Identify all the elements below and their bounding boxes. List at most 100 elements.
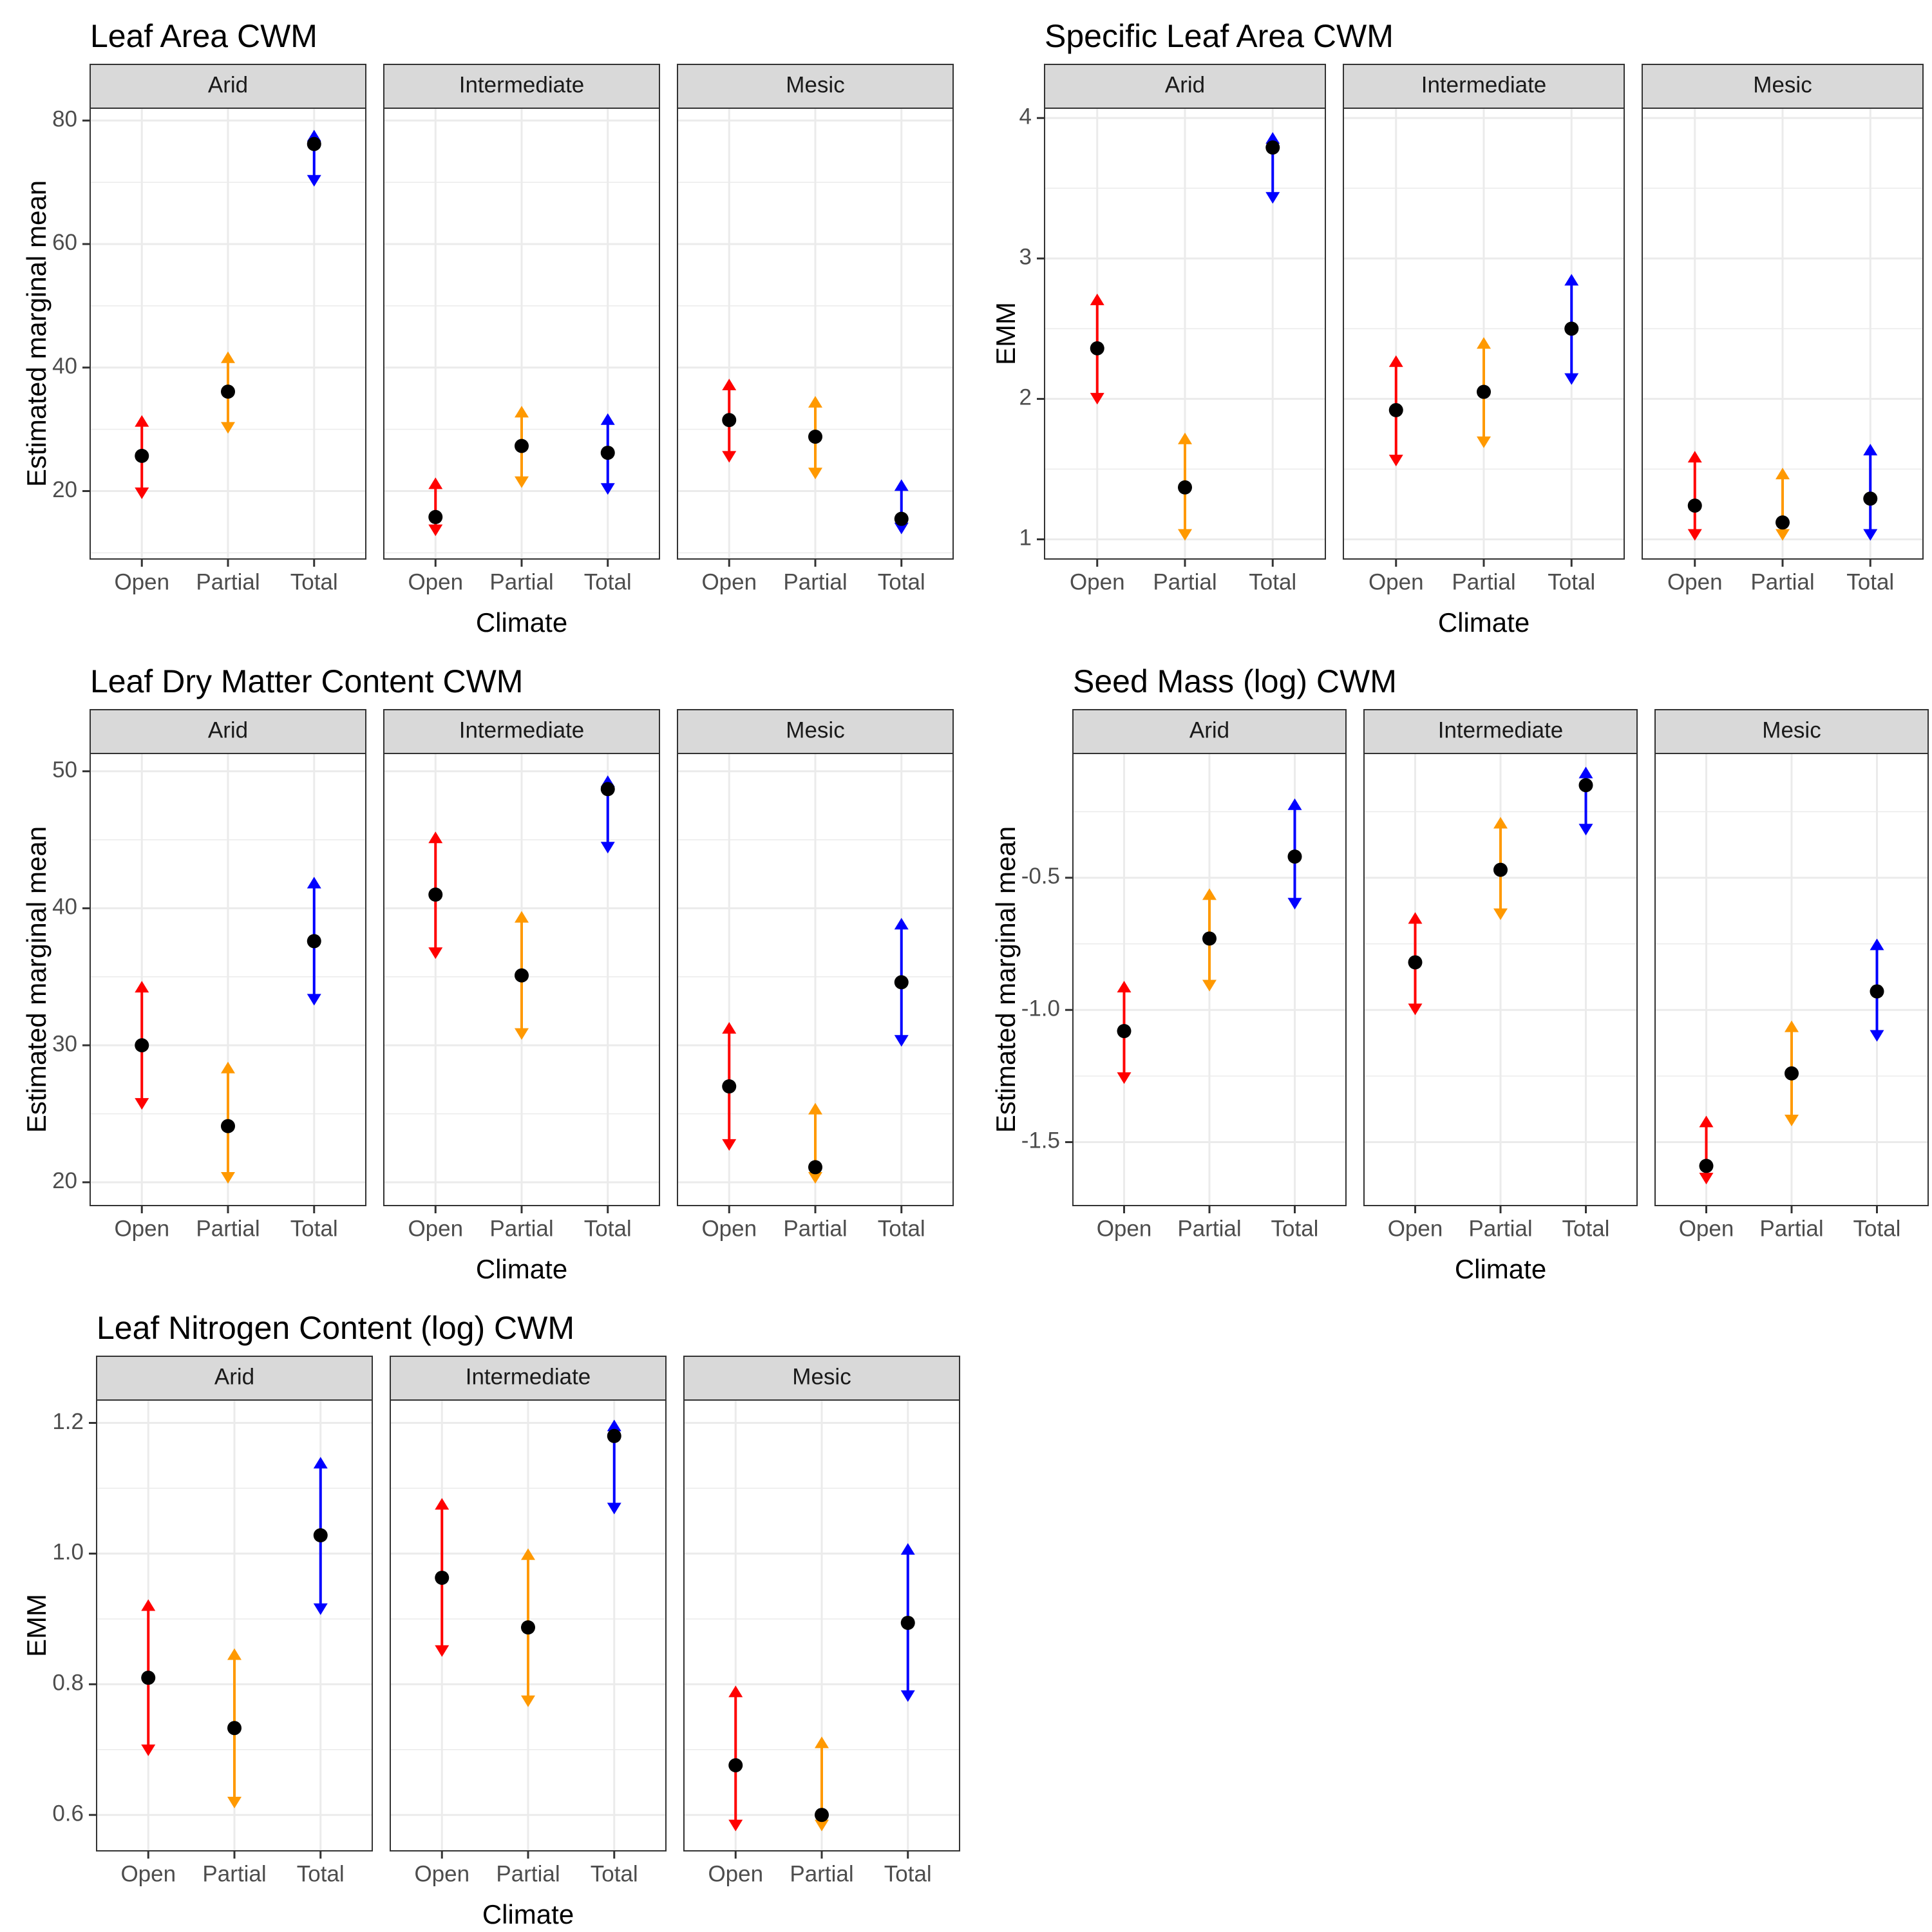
upper-arrowhead	[515, 911, 529, 923]
upper-arrowhead	[1117, 981, 1132, 993]
x-tick-label: Total	[884, 1861, 932, 1886]
x-axis-title: Climate	[482, 1899, 574, 1929]
x-tick-label: Total	[297, 1861, 345, 1886]
emm-point	[221, 384, 235, 399]
x-axis-title: Climate	[476, 1254, 567, 1284]
x-tick-label: Open	[1097, 1216, 1152, 1241]
x-tick-label: Open	[701, 1216, 757, 1241]
facet-panel-intermediate: Intermediate Open Partial Total	[383, 64, 660, 594]
facet-strip	[383, 709, 660, 754]
x-tick-label: Open	[414, 1861, 469, 1886]
x-tick-label: Total	[1548, 569, 1595, 594]
x-tick-label: Partial	[783, 569, 847, 594]
x-tick-label: Partial	[489, 569, 553, 594]
lower-arrowhead	[1870, 1030, 1884, 1042]
chart-3: Leaf Dry Matter Content CWM 20 30 40 50 Estim…	[21, 663, 954, 1284]
facet-strip-label: Arid	[214, 1364, 254, 1389]
upper-arrowhead	[1090, 293, 1104, 305]
errorbar-partial	[1493, 817, 1508, 920]
emm-point	[1477, 384, 1491, 399]
x-tick-label: Open	[114, 1216, 169, 1241]
y-axis-title: Estimated marginal mean	[21, 826, 52, 1133]
upper-arrowhead	[515, 406, 529, 418]
lower-arrowhead	[722, 1139, 737, 1151]
errorbar-open	[1090, 293, 1104, 405]
upper-arrowhead	[141, 1599, 156, 1611]
upper-arrowhead	[722, 1021, 737, 1034]
errorbar-open	[428, 477, 443, 536]
facet-strip-label: Intermediate	[1421, 72, 1547, 97]
x-tick-label: Partial	[1177, 1216, 1241, 1241]
errorbar-open	[1687, 451, 1702, 541]
upper-arrowhead	[1699, 1115, 1714, 1128]
emm-point	[307, 137, 321, 151]
lower-arrowhead	[1699, 1173, 1714, 1185]
x-tick-label: Open	[701, 569, 757, 594]
emm-point	[1870, 984, 1884, 999]
emm-point	[1687, 498, 1702, 513]
lower-arrowhead	[1117, 1072, 1132, 1084]
lower-arrowhead	[435, 1645, 450, 1657]
errorbar-total	[1287, 798, 1302, 910]
panel-border	[1343, 108, 1625, 560]
x-tick-label: Partial	[196, 569, 260, 594]
upper-arrowhead	[428, 831, 443, 844]
facet-strip-label: Intermediate	[466, 1364, 591, 1389]
upper-arrowhead	[1388, 355, 1403, 367]
upper-arrowhead	[722, 379, 737, 390]
facet-strip	[1654, 709, 1929, 754]
x-tick-label: Total	[1271, 1216, 1319, 1241]
x-tick-label: Total	[1853, 1216, 1901, 1241]
panel-border	[1044, 108, 1326, 560]
errorbar-open	[728, 1685, 743, 1832]
upper-arrowhead	[1287, 798, 1302, 810]
errorbar-partial	[808, 395, 822, 480]
facet-strip-label: Mesic	[1762, 717, 1821, 743]
lower-arrowhead	[1578, 824, 1593, 836]
emm-point	[135, 448, 149, 463]
errorbar-partial	[1477, 337, 1491, 448]
lower-arrowhead	[1687, 529, 1702, 541]
errorbar-total	[600, 775, 615, 854]
errorbar-total	[894, 479, 909, 535]
upper-arrowhead	[728, 1685, 743, 1698]
panel-border	[390, 1399, 667, 1852]
emm-point	[808, 1160, 822, 1175]
x-tick-label: Open	[408, 569, 463, 594]
lower-arrowhead	[1776, 529, 1790, 541]
facet-strip	[90, 709, 366, 754]
lower-arrowhead	[1564, 373, 1579, 385]
emm-point	[521, 1620, 535, 1635]
lower-arrowhead	[894, 522, 909, 535]
errorbar-open	[141, 1599, 156, 1756]
y-tick-label: 20	[52, 1168, 77, 1193]
panel-border	[1654, 753, 1929, 1206]
facet-strip	[1343, 64, 1625, 109]
emm-point	[1388, 402, 1403, 417]
errorbar-total	[307, 129, 321, 187]
panel-border	[677, 108, 954, 560]
x-axis-title: Climate	[1455, 1254, 1546, 1284]
lower-arrowhead	[728, 1819, 743, 1832]
upper-arrowhead	[600, 413, 615, 425]
x-tick-label: Total	[1249, 569, 1296, 594]
errorbar-partial	[515, 406, 529, 488]
lower-arrowhead	[221, 1171, 235, 1184]
upper-arrowhead	[808, 395, 822, 408]
x-tick-label: Total	[584, 1216, 632, 1241]
errorbar-open	[1699, 1115, 1714, 1185]
panel-border	[383, 753, 660, 1206]
x-tick-label: Open	[1388, 1216, 1443, 1241]
lower-arrowhead	[521, 1695, 535, 1707]
lower-arrowhead	[515, 1028, 529, 1040]
y-tick-label: 30	[52, 1031, 77, 1056]
x-tick-label: Partial	[790, 1861, 853, 1886]
errorbar-total	[1870, 938, 1884, 1042]
upper-arrowhead	[894, 918, 909, 930]
lower-arrowhead	[1178, 529, 1192, 541]
x-tick-label: Open	[1070, 569, 1125, 594]
facet-panel-arid: Arid Open Partial Total	[90, 709, 366, 1241]
x-tick-label: Total	[1846, 569, 1894, 594]
lower-arrowhead	[428, 524, 443, 536]
errorbar-open	[1408, 912, 1423, 1016]
